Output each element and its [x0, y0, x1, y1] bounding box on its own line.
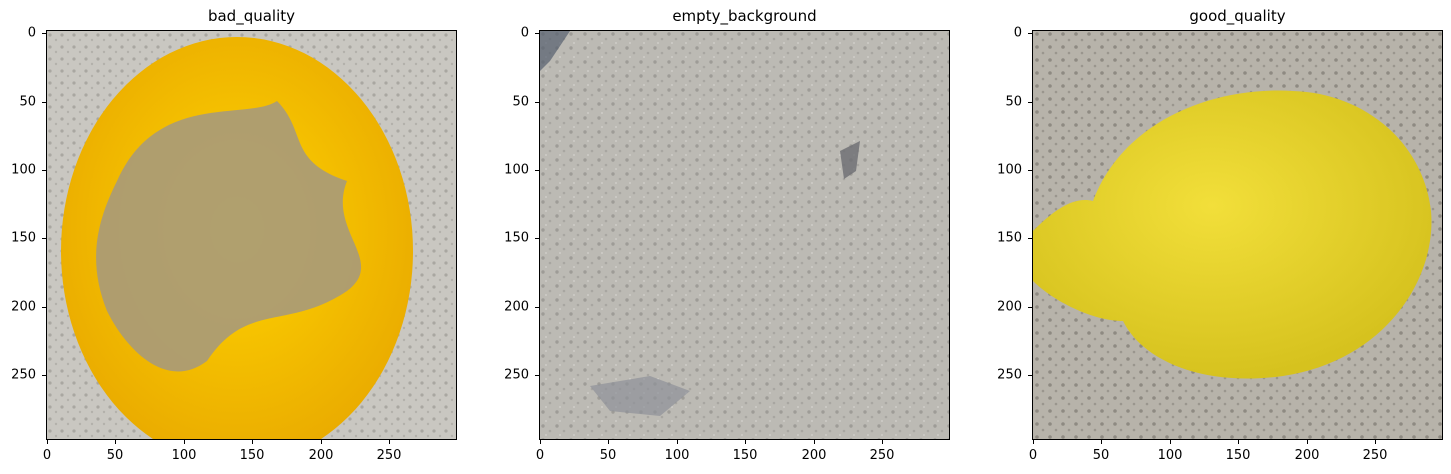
x-tick-mark: [1033, 440, 1034, 444]
x-tick-label: 150: [239, 448, 265, 463]
panel-title: good_quality: [1189, 7, 1286, 25]
x-tick-label: 250: [869, 448, 895, 463]
x-tick-label: 250: [376, 448, 402, 463]
y-tick-mark: [1028, 170, 1032, 171]
x-tick-mark: [321, 440, 322, 444]
mold-patch: [96, 101, 362, 372]
y-tick-label: 0: [27, 25, 36, 41]
x-tick-mark: [608, 440, 609, 444]
x-tick-mark: [540, 440, 541, 444]
y-tick-mark: [42, 375, 46, 376]
y-tick-label: 100: [997, 162, 1022, 178]
x-tick-mark: [1170, 440, 1171, 444]
bad-quality-lemon-image: [47, 31, 456, 439]
y-tick-mark: [1028, 102, 1032, 103]
y-tick-mark: [1028, 307, 1032, 308]
y-tick-mark: [535, 102, 539, 103]
panel-title: empty_background: [672, 7, 817, 25]
y-tick-label: 250: [11, 367, 36, 383]
x-tick-label: 0: [42, 448, 52, 463]
x-tick-mark: [1101, 440, 1102, 444]
y-tick-label: 150: [11, 230, 36, 246]
y-tick-label: 150: [997, 230, 1022, 246]
x-tick-mark: [882, 440, 883, 444]
y-tick-mark: [42, 307, 46, 308]
x-tick-mark: [47, 440, 48, 444]
y-tick-label: 150: [504, 230, 529, 246]
y-tick-label: 50: [1005, 94, 1022, 110]
x-tick-label: 200: [801, 448, 827, 463]
y-tick-label: 100: [504, 162, 529, 178]
image-axes: [539, 30, 950, 440]
x-tick-mark: [745, 440, 746, 444]
x-tick-mark: [252, 440, 253, 444]
panel-empty-background: empty_background 0 50 100 150 200 250 0 …: [493, 0, 950, 474]
y-tick-label: 200: [11, 299, 36, 315]
x-tick-mark: [115, 440, 116, 444]
x-tick-label: 250: [1362, 448, 1388, 463]
empty-background-image: [540, 31, 949, 439]
y-tick-label: 200: [504, 299, 529, 315]
panel-bad-quality: bad_quality 0 50 100 150 200 250: [0, 0, 457, 474]
x-tick-label: 0: [1028, 448, 1038, 463]
x-tick-label: 50: [599, 448, 617, 463]
x-tick-label: 50: [1092, 448, 1110, 463]
x-tick-label: 200: [308, 448, 334, 463]
x-tick-mark: [1375, 440, 1376, 444]
y-tick-mark: [535, 307, 539, 308]
x-tick-mark: [1307, 440, 1308, 444]
y-tick-label: 250: [997, 367, 1022, 383]
x-tick-mark: [184, 440, 185, 444]
y-tick-label: 0: [520, 25, 529, 41]
y-tick-mark: [42, 33, 46, 34]
y-tick-label: 100: [11, 162, 36, 178]
y-tick-mark: [1028, 238, 1032, 239]
y-tick-mark: [42, 238, 46, 239]
y-tick-mark: [535, 375, 539, 376]
y-tick-mark: [535, 238, 539, 239]
x-tick-mark: [389, 440, 390, 444]
x-tick-label: 100: [664, 448, 690, 463]
x-tick-label: 100: [1157, 448, 1183, 463]
y-tick-label: 50: [512, 94, 529, 110]
y-tick-mark: [1028, 33, 1032, 34]
lemon-body: [1033, 90, 1432, 379]
image-axes: [1032, 30, 1443, 440]
y-tick-label: 50: [19, 94, 36, 110]
x-tick-label: 150: [732, 448, 758, 463]
x-tick-label: 0: [535, 448, 545, 463]
x-tick-mark: [677, 440, 678, 444]
y-tick-mark: [535, 170, 539, 171]
y-tick-label: 200: [997, 299, 1022, 315]
image-axes: [46, 30, 457, 440]
x-tick-mark: [814, 440, 815, 444]
y-tick-mark: [1028, 375, 1032, 376]
y-tick-label: 0: [1013, 25, 1022, 41]
y-tick-label: 250: [504, 367, 529, 383]
panel-good-quality: good_quality 0 50 100 150 200 250: [986, 0, 1443, 474]
panel-title: bad_quality: [207, 7, 296, 25]
y-tick-mark: [42, 170, 46, 171]
y-tick-mark: [535, 33, 539, 34]
x-tick-mark: [1238, 440, 1239, 444]
x-tick-label: 100: [171, 448, 197, 463]
x-tick-label: 50: [106, 448, 124, 463]
x-tick-label: 200: [1294, 448, 1320, 463]
y-tick-mark: [42, 102, 46, 103]
x-tick-label: 150: [1225, 448, 1251, 463]
good-quality-lemon-image: [1033, 31, 1442, 439]
